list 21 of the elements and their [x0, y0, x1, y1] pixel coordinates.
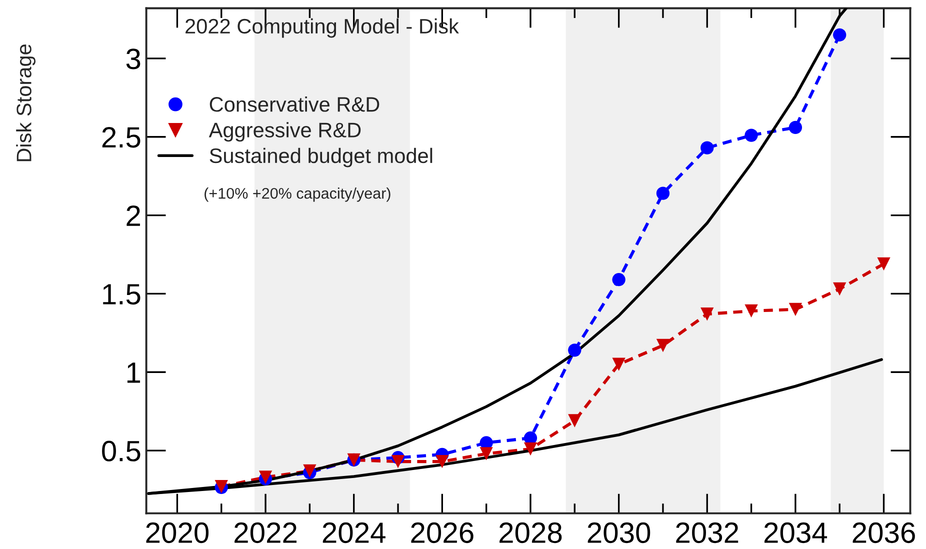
- y-tick-label: 2: [126, 205, 140, 226]
- y-axis-title: Disk Storage: [16, 44, 36, 162]
- y-tick-label: 2.5: [102, 127, 140, 148]
- x-tick-label: 2032: [676, 522, 738, 544]
- x-tick-label: 2034: [764, 522, 828, 544]
- x-tick-label: 2036: [852, 522, 915, 544]
- x-tick-label: 2026: [411, 522, 474, 544]
- x-tick-label: 2022: [234, 522, 297, 544]
- x-tick-label: 2028: [500, 522, 562, 544]
- y-tick-label: 1.5: [103, 284, 140, 305]
- x-tick-label: 2020: [146, 522, 209, 544]
- y-tick-label: 1: [127, 362, 140, 383]
- y-tick-label: 3: [126, 48, 140, 70]
- y-tick-label: 0.5: [102, 440, 140, 462]
- x-tick-label: 2030: [588, 522, 650, 544]
- x-tick-label: 2024: [322, 522, 386, 544]
- annotation: (+10% +20% capacity/year): [204, 188, 390, 202]
- legend-label: Conservative R&D: [210, 96, 380, 112]
- chart-title: 2022 Computing Model - Disk: [186, 18, 459, 38]
- legend-label: Sustained budget model: [210, 148, 432, 168]
- legend-label: Aggressive R&D: [208, 122, 361, 142]
